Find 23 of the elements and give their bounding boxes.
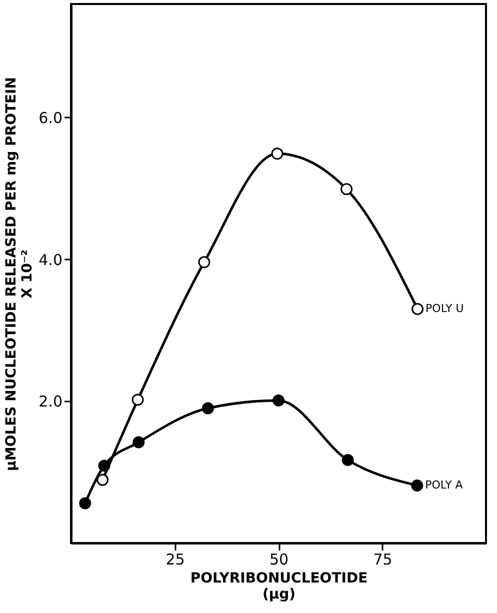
y-tick-label: 4.0 [38,250,62,269]
point [98,460,110,472]
series-label: POLY A [425,478,464,492]
point [272,394,284,406]
point [96,474,109,486]
point [198,256,210,268]
y-tick-label: 2.0 [38,392,62,411]
point [79,497,92,510]
point [271,148,284,160]
point [202,402,214,414]
x-tick-label: 50 [269,550,289,568]
point [340,183,353,196]
x-axis-title: POLYRIBONUCLEOTIDE (μg) [190,570,368,602]
point [411,480,424,492]
point [342,454,354,466]
series-label: POLY U [426,302,464,315]
point [412,302,424,315]
point [132,394,144,406]
x-tick-label: 75 [373,550,392,568]
y-axis-title: μMOLES NUCLEOTIDE RELEASED PER mg PROTEIN X 10⁻² [4,77,36,471]
point [132,436,145,448]
x-tick-label: 25 [166,550,185,568]
y-tick-label: 6.0 [38,108,62,127]
